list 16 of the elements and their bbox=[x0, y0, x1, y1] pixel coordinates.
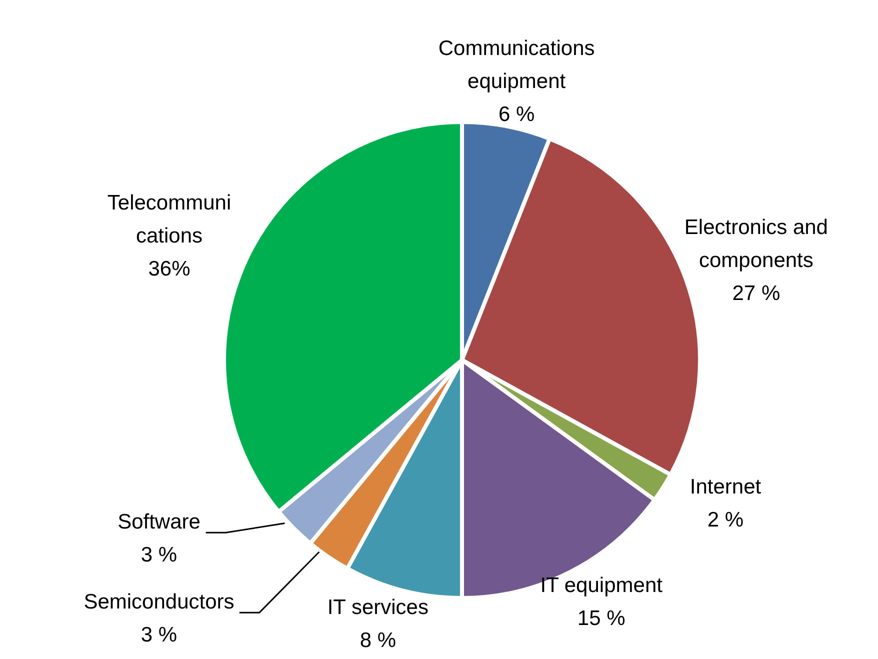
slice-label: Semiconductors bbox=[84, 590, 234, 614]
slice-label: IT equipment bbox=[540, 574, 663, 597]
slice-label: Communications equipment bbox=[438, 36, 595, 92]
data-label: 36% bbox=[148, 257, 190, 280]
slice-label: Telecommunications bbox=[107, 191, 232, 248]
data-label: 15 % bbox=[577, 606, 626, 630]
data-label: 8 % bbox=[360, 628, 396, 652]
slice-label: IT services bbox=[327, 595, 428, 618]
slice-label: Internet bbox=[690, 475, 762, 498]
slice-label: Electronics and components bbox=[684, 215, 828, 272]
data-label: 3 % bbox=[140, 623, 178, 646]
data-label: 3 % bbox=[140, 543, 178, 566]
data-label: 2 % bbox=[707, 508, 744, 532]
slice-label: Software bbox=[118, 510, 200, 534]
data-label: 6 % bbox=[498, 102, 535, 126]
data-label: 27 % bbox=[732, 281, 780, 304]
